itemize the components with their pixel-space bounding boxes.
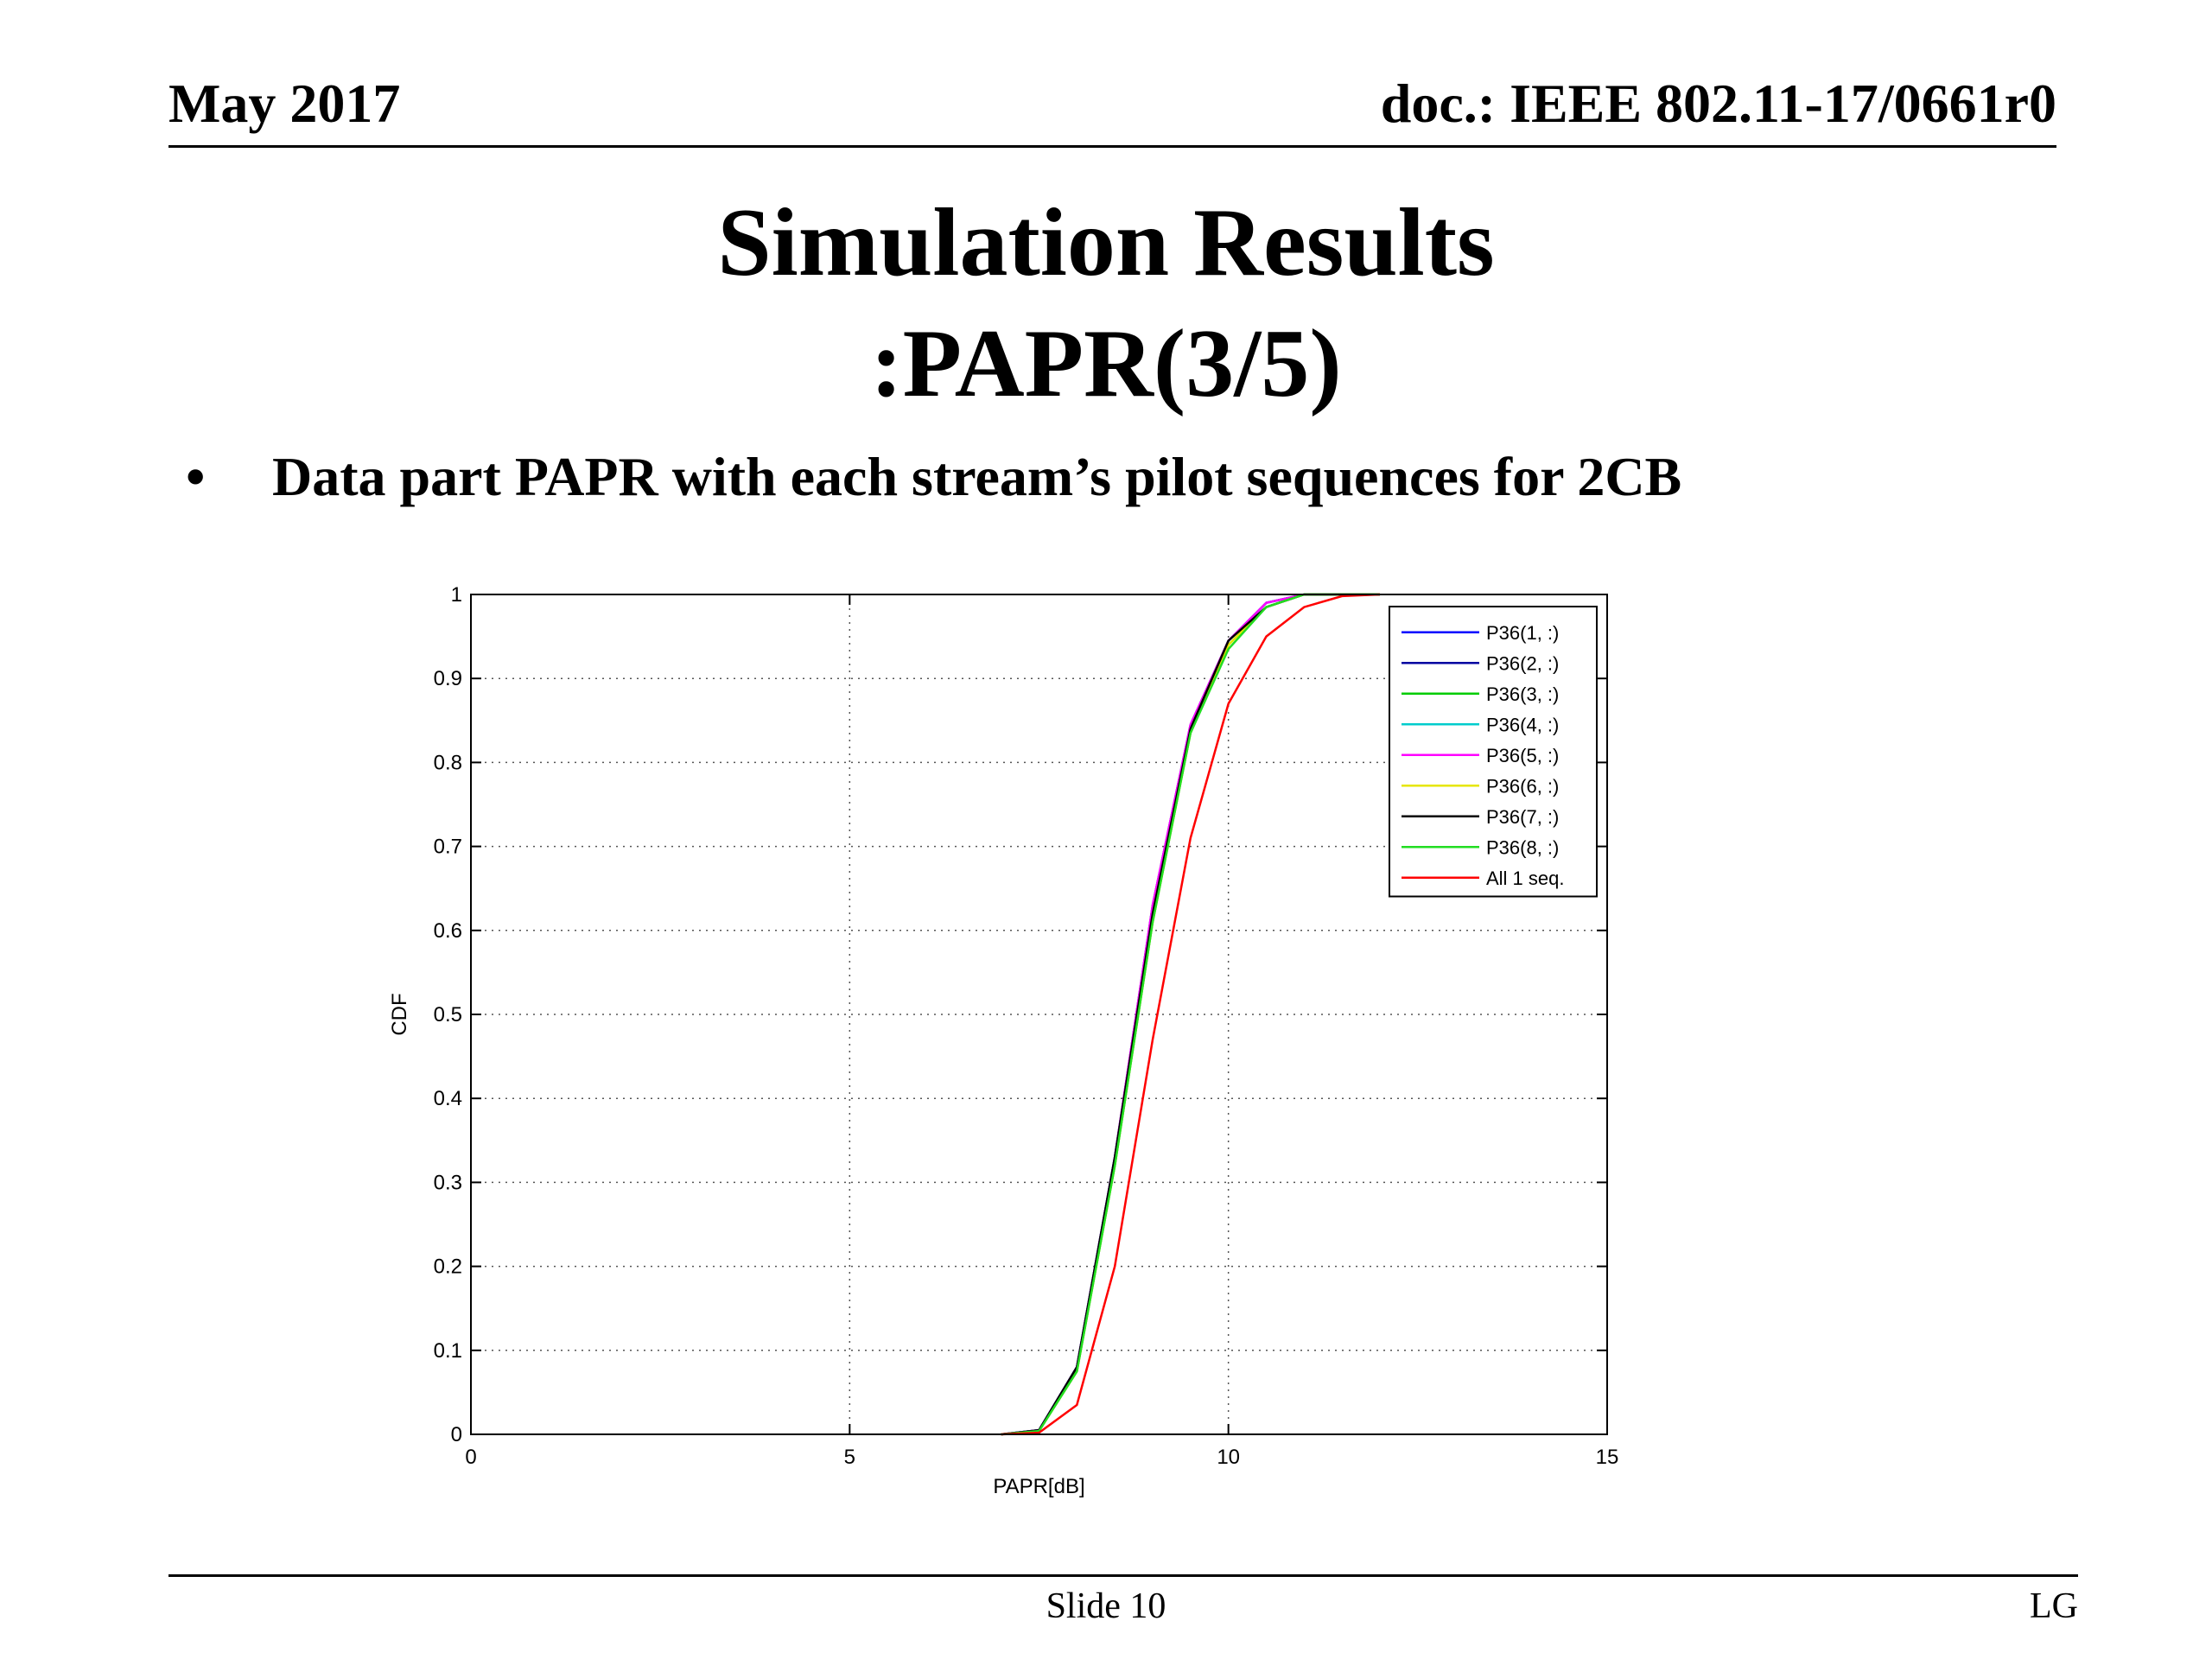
x-tick-label: 10 <box>1217 1446 1240 1469</box>
legend-label: P36(7, :) <box>1486 806 1559 828</box>
y-tick-label: 0.9 <box>434 667 462 690</box>
y-tick-label: 0.2 <box>434 1255 462 1279</box>
legend-label: P36(2, :) <box>1486 652 1559 674</box>
y-tick-label: 0.7 <box>434 836 462 859</box>
bullet-symbol: • <box>186 446 206 507</box>
legend-label: P36(1, :) <box>1486 622 1559 644</box>
footer-slide-number: Slide 10 <box>1046 1586 1166 1626</box>
legend-label: P36(4, :) <box>1486 714 1559 735</box>
footer-rule <box>168 1574 2078 1577</box>
bullet-text: Data part PAPR with each stream’s pilot … <box>272 446 1682 507</box>
legend-label: P36(8, :) <box>1486 836 1559 858</box>
legend-label: P36(3, :) <box>1486 683 1559 705</box>
legend-label: P36(5, :) <box>1486 745 1559 766</box>
papr-cdf-chart: 0 5 10 15 0 0.1 0.2 0.3 0.4 0.5 0.6 0.7 0.8 0.9 1 PAPR[… <box>388 583 1619 1498</box>
x-tick-label: 0 <box>465 1446 476 1469</box>
x-axis-label: PAPR[dB] <box>993 1475 1084 1498</box>
y-tick-label: 1 <box>451 583 462 607</box>
series-line-9 <box>1001 593 1381 1436</box>
header-doc-id: doc.: IEEE 802.11-17/0661r0 <box>1380 73 2056 134</box>
y-tick-label: 0.8 <box>434 751 462 774</box>
x-tick-label: 5 <box>844 1446 855 1469</box>
y-tick-label: 0.6 <box>434 919 462 943</box>
y-tick-label: 0.3 <box>434 1171 462 1194</box>
legend-label: All 1 seq. <box>1486 868 1565 889</box>
y-tick-label: 0 <box>451 1423 462 1446</box>
legend-box <box>1389 606 1598 898</box>
header-rule <box>168 145 2056 148</box>
x-tick-label: 15 <box>1596 1446 1619 1469</box>
y-tick-label: 0.5 <box>434 1003 462 1027</box>
legend-label: P36(6, :) <box>1486 775 1559 797</box>
slide-title-line2: :PAPR(3/5) <box>870 310 1342 417</box>
header-date: May 2017 <box>168 73 401 134</box>
y-axis-label: CDF <box>388 993 411 1035</box>
slide-title-line1: Simulation Results <box>717 189 1495 296</box>
y-tick-label: 0.1 <box>434 1339 462 1363</box>
y-tick-label: 0.4 <box>434 1087 462 1110</box>
footer-org: LG <box>2030 1586 2078 1626</box>
